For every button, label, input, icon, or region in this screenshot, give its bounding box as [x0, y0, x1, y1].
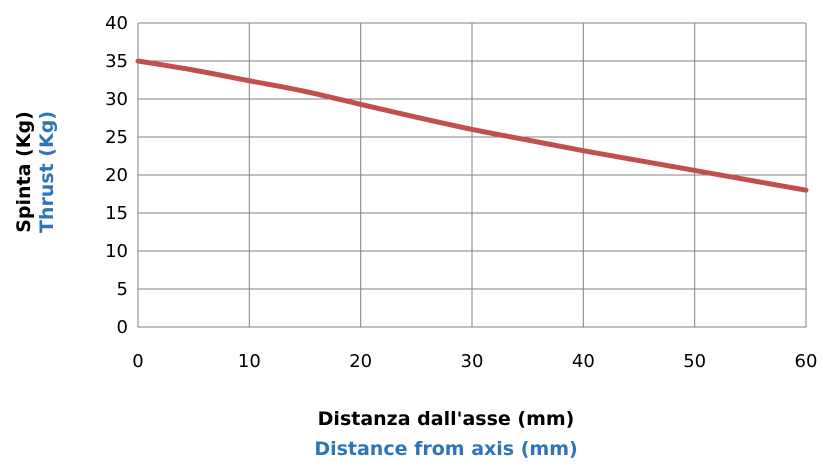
x-axis-label: Distanza dall'asse (mm) — [318, 408, 575, 430]
y-tick-label: 10 — [105, 241, 128, 262]
y-tick-label: 25 — [105, 127, 128, 148]
y-tick-label: 20 — [105, 165, 128, 186]
y-tick-label: 15 — [105, 203, 128, 224]
x-tick-label: 40 — [572, 351, 595, 372]
y-axis-ticks: 0 5 10 15 20 25 30 35 40 — [105, 13, 128, 338]
y-tick-label: 40 — [105, 13, 128, 34]
x-tick-label: 30 — [461, 351, 484, 372]
series-line — [135, 58, 809, 193]
y-tick-label: 30 — [105, 89, 128, 110]
x-tick-label: 10 — [238, 351, 261, 372]
chart-grid — [137, 22, 807, 328]
x-axis-ticks: 0 10 20 30 40 50 60 — [132, 351, 817, 372]
y-tick-label: 5 — [117, 279, 128, 300]
y-axis-label-secondary: Thrust (Kg) — [36, 111, 58, 233]
x-tick-label: 20 — [349, 351, 372, 372]
series-layer — [135, 58, 809, 193]
x-tick-label: 60 — [795, 351, 818, 372]
x-tick-label: 0 — [132, 351, 143, 372]
y-axis-label: Spinta (Kg) — [13, 111, 35, 233]
x-axis-label-secondary: Distance from axis (mm) — [314, 438, 577, 460]
y-tick-label: 0 — [117, 317, 128, 338]
x-tick-label: 50 — [683, 351, 706, 372]
y-tick-label: 35 — [105, 51, 128, 72]
